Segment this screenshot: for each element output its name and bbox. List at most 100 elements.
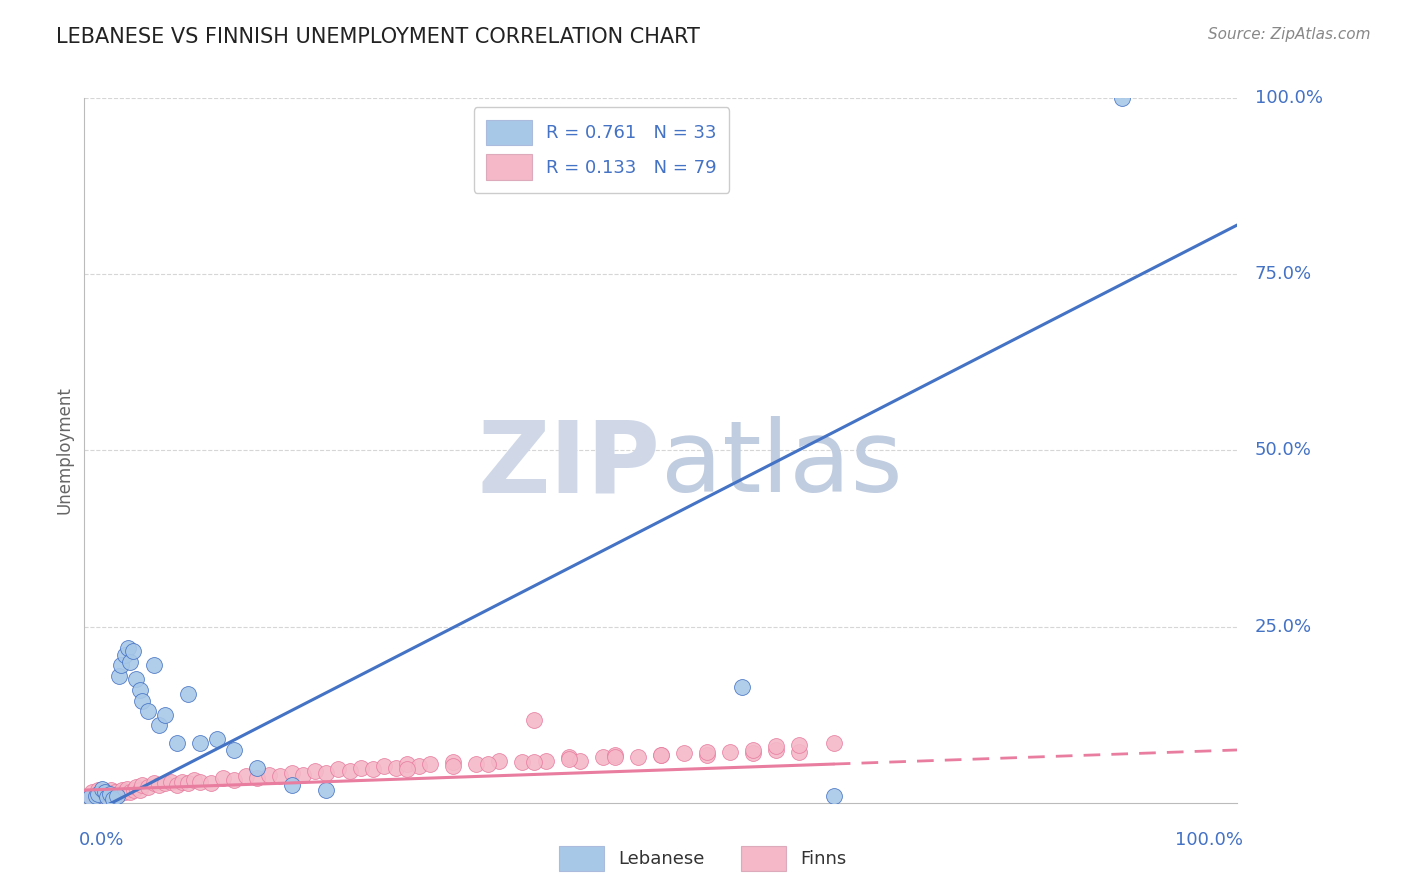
Point	[361, 762, 384, 776]
Point	[84, 789, 107, 803]
Point	[177, 776, 200, 790]
Point	[408, 759, 430, 773]
Point	[100, 783, 122, 797]
Point	[224, 773, 246, 788]
Point	[512, 755, 534, 769]
Point	[110, 658, 132, 673]
Point	[205, 732, 228, 747]
Point	[823, 736, 845, 750]
Text: 100.0%: 100.0%	[1254, 89, 1323, 107]
Point	[696, 747, 718, 762]
Text: Source: ZipAtlas.com: Source: ZipAtlas.com	[1208, 27, 1371, 42]
Point	[350, 760, 373, 774]
Point	[488, 754, 510, 768]
Point	[114, 648, 136, 662]
Point	[96, 788, 118, 802]
Point	[235, 769, 257, 783]
Text: LEBANESE VS FINNISH UNEMPLOYMENT CORRELATION CHART: LEBANESE VS FINNISH UNEMPLOYMENT CORRELA…	[56, 27, 700, 46]
Point	[441, 759, 464, 773]
Point	[211, 771, 233, 785]
Point	[787, 745, 810, 759]
Text: 0.0%: 0.0%	[79, 831, 124, 849]
Point	[98, 788, 121, 802]
Point	[172, 774, 194, 789]
Point	[94, 785, 117, 799]
Point	[765, 739, 787, 754]
Legend: R = 0.761   N = 33, R = 0.133   N = 79: R = 0.761 N = 33, R = 0.133 N = 79	[474, 107, 730, 193]
Point	[523, 755, 546, 769]
Point	[627, 750, 650, 764]
Text: 50.0%: 50.0%	[1254, 442, 1312, 459]
Point	[603, 750, 626, 764]
Text: ZIP: ZIP	[478, 416, 661, 513]
Point	[315, 783, 337, 797]
Point	[148, 718, 170, 732]
Point	[136, 780, 159, 795]
Point	[650, 747, 672, 762]
Point	[82, 785, 104, 799]
Point	[292, 767, 315, 781]
Point	[160, 774, 183, 789]
Point	[142, 658, 165, 673]
Point	[153, 707, 176, 722]
Point	[136, 704, 159, 718]
Point	[104, 785, 127, 799]
Point	[339, 764, 361, 778]
Text: 100.0%: 100.0%	[1175, 831, 1243, 849]
Point	[188, 736, 211, 750]
Point	[246, 771, 269, 785]
Point	[122, 783, 145, 797]
Point	[441, 755, 464, 769]
Point	[696, 745, 718, 759]
Point	[177, 687, 200, 701]
Point	[87, 783, 110, 797]
Point	[103, 792, 124, 806]
Point	[281, 766, 304, 780]
Point	[742, 743, 765, 757]
Point	[125, 780, 148, 795]
Point	[224, 743, 246, 757]
Point	[103, 789, 124, 803]
Point	[131, 778, 153, 792]
Point	[672, 747, 695, 761]
Point	[650, 747, 672, 762]
Point	[79, 789, 101, 803]
Point	[114, 785, 136, 799]
Point	[315, 766, 337, 780]
Point	[269, 769, 291, 783]
Point	[557, 750, 579, 764]
Point	[304, 764, 326, 778]
Point	[200, 776, 222, 790]
Point	[419, 757, 441, 772]
Point	[396, 757, 419, 772]
Point	[569, 754, 592, 768]
Point	[108, 669, 131, 683]
Point	[281, 778, 304, 792]
Point	[108, 788, 131, 802]
Point	[742, 747, 765, 761]
Point	[1111, 91, 1133, 105]
Text: atlas: atlas	[661, 416, 903, 513]
Point	[557, 752, 579, 766]
Legend: Lebanese, Finns: Lebanese, Finns	[551, 838, 855, 879]
Point	[373, 759, 395, 773]
Point	[128, 783, 150, 797]
Point	[765, 743, 787, 757]
Point	[396, 762, 419, 776]
Point	[183, 773, 205, 788]
Point	[523, 713, 546, 727]
Text: 25.0%: 25.0%	[1254, 617, 1312, 636]
Point	[90, 781, 112, 796]
Point	[730, 680, 752, 694]
Text: 75.0%: 75.0%	[1254, 265, 1312, 284]
Point	[592, 750, 614, 764]
Point	[534, 754, 557, 768]
Point	[153, 776, 176, 790]
Point	[131, 693, 153, 707]
Point	[120, 655, 142, 669]
Point	[120, 785, 142, 799]
Point	[787, 738, 810, 752]
Point	[257, 767, 280, 781]
Point	[87, 788, 110, 802]
Point	[166, 736, 188, 750]
